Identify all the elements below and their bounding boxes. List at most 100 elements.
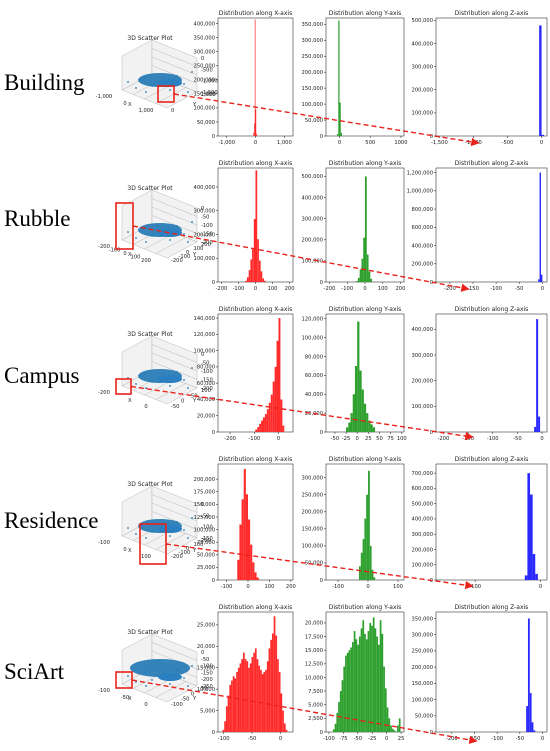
histogram-bar <box>346 427 349 432</box>
panel-title: Distribution along Z-axis <box>455 456 529 463</box>
scatter-gridline <box>151 198 198 217</box>
scatter-ztick-label: -500 <box>201 67 213 73</box>
histogram-bar <box>364 633 366 732</box>
histogram-bar <box>369 545 372 580</box>
scatter-ylabel: Y <box>192 102 197 108</box>
histogram-bar <box>381 633 384 732</box>
histogram-bar <box>348 650 351 732</box>
xtick-label: -100 <box>487 436 499 442</box>
scatter-ztick-label: -150 <box>201 232 213 238</box>
histogram-bar <box>384 688 387 732</box>
plot-area <box>435 313 548 433</box>
histogram-bar <box>541 134 544 136</box>
histogram-bar <box>372 617 375 732</box>
ytick-label: 200,000 <box>412 378 433 384</box>
scatter-point <box>169 385 171 387</box>
histogram-bar <box>340 132 342 136</box>
scatter-ytick-label: 200 <box>201 538 211 544</box>
scatter-ytick-label: 200 <box>201 242 211 248</box>
ytick-label: 0 <box>430 430 433 436</box>
histogram-bar <box>343 666 346 732</box>
panel-title: Distribution along Y-axis <box>329 160 402 167</box>
histogram-bar <box>246 277 249 282</box>
ytick-label: 700,000 <box>412 471 433 477</box>
xtick-label: 0 <box>363 286 366 292</box>
histogram-bar <box>278 672 281 732</box>
histogram-bar <box>346 652 349 732</box>
histogram-bar <box>243 469 246 580</box>
histogram-bar <box>357 277 360 282</box>
histogram-bar <box>250 544 253 580</box>
histogram-bar <box>229 684 232 732</box>
histogram-bar <box>386 707 389 732</box>
row-label: Rubble <box>4 206 70 231</box>
xtick-label: 0 <box>338 140 341 146</box>
scatter-ztick-label: -1,000 <box>201 79 218 85</box>
histogram-bar <box>532 554 536 580</box>
xtick-label: 0 <box>540 140 543 146</box>
ytick-label: 50,000 <box>305 561 323 567</box>
scatter-ylabel: Y <box>192 252 197 258</box>
histogram-bar <box>372 427 376 432</box>
dashed-arrow <box>131 679 478 744</box>
ytick-label: 400,000 <box>412 327 433 333</box>
ytick-label: 300,000 <box>302 216 323 222</box>
ytick-label: 0 <box>430 134 433 140</box>
scatter-point <box>169 535 171 537</box>
histogram-bar <box>356 280 358 282</box>
histogram-bar <box>275 635 278 732</box>
scatter-ytick-label: 0 <box>186 250 189 256</box>
histogram-bar <box>237 667 240 732</box>
scatter-point <box>183 83 185 85</box>
xtick-label: -100 <box>332 584 344 590</box>
ytick-label: 200,000 <box>302 510 323 516</box>
scatter-point <box>191 517 193 519</box>
histogram-bar <box>262 278 265 282</box>
ytick-label: 80,000 <box>197 365 215 371</box>
histogram-bar <box>248 519 251 580</box>
ytick-label: 150,000 <box>302 86 323 92</box>
ytick-label: 200,000 <box>412 262 433 268</box>
scatter-ylabel: Y <box>192 548 197 554</box>
xtick-label: -50 <box>331 436 339 442</box>
scatter-title: 3D Scatter Plot <box>127 35 173 42</box>
scatter-point <box>187 685 189 687</box>
histogram-bar <box>354 365 358 432</box>
histogram-bar <box>260 669 262 732</box>
histogram-bar <box>222 729 225 732</box>
point-cloud <box>158 229 182 237</box>
ytick-label: 150,000 <box>412 681 433 687</box>
histogram-bar <box>362 539 365 580</box>
point-cloud <box>158 375 182 383</box>
scatter-ztick-label: -1,500 <box>201 90 218 96</box>
ytick-label: 350,000 <box>412 616 433 622</box>
histogram-bar <box>277 659 279 732</box>
ytick-label: 0 <box>320 280 323 286</box>
ytick-label: 300,000 <box>194 209 215 215</box>
histogram-bar <box>535 573 538 580</box>
scatter-point <box>127 231 129 233</box>
scatter-ytick-label: 0 <box>186 546 189 552</box>
histogram-bar <box>253 652 255 732</box>
ytick-label: 100,000 <box>302 102 323 108</box>
scatter-xtick-label: -50 <box>121 695 129 701</box>
scatter-xtick-label: -100 <box>98 540 110 546</box>
xtick-label: 0 <box>254 286 257 292</box>
histogram-bar <box>348 422 351 432</box>
scatter-ztick-label: 0 <box>201 650 204 656</box>
histogram-bar <box>397 725 399 732</box>
histogram-bar <box>358 636 361 732</box>
xtick-label: 25 <box>398 736 405 742</box>
scatter-xlabel: X <box>128 696 132 702</box>
scatter-point <box>187 387 189 389</box>
scatter-point <box>145 685 147 687</box>
ytick-label: 0 <box>212 578 215 584</box>
histogram-bar <box>368 271 371 282</box>
histogram-bar <box>345 655 347 732</box>
ytick-label: 0 <box>212 730 215 736</box>
scatter-gridline <box>151 65 198 84</box>
scatter-xtick-label: 100 <box>141 554 151 560</box>
ytick-label: 7,500 <box>308 689 323 695</box>
histogram-bar <box>244 659 247 732</box>
histogram-bar <box>361 258 364 282</box>
